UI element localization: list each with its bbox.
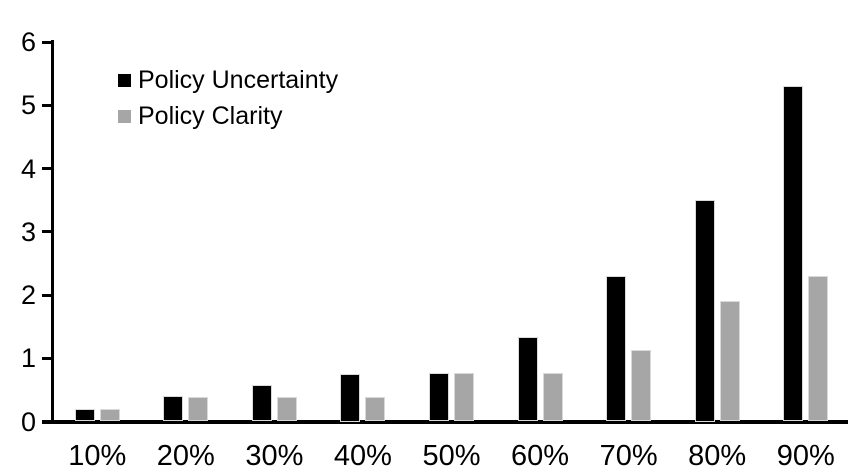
bar-policy-clarity-60 — [542, 372, 563, 422]
x-tick-label-60: 60% — [511, 440, 570, 472]
x-tick-label-80: 80% — [688, 440, 747, 472]
x-tick-label-40: 40% — [333, 440, 392, 472]
y-tick-mark-3 — [42, 230, 51, 234]
bar-policy-uncertainty-50 — [429, 372, 449, 422]
policy-clarity-swatch-icon — [118, 109, 131, 123]
y-tick-label-4: 4 — [20, 153, 36, 184]
y-tick-label-5: 5 — [20, 90, 36, 121]
y-tick-mark-1 — [42, 356, 51, 360]
y-tick-mark-5 — [42, 103, 51, 107]
legend-item-policy-clarity: Policy Clarity — [118, 101, 338, 131]
bar-policy-clarity-70 — [631, 350, 652, 422]
bar-policy-clarity-50 — [454, 372, 474, 422]
bar-policy-uncertainty-90 — [783, 86, 804, 422]
bar-policy-clarity-80 — [719, 301, 740, 422]
bar-policy-clarity-40 — [365, 397, 386, 422]
legend-label-policy-clarity: Policy Clarity — [138, 101, 283, 130]
bar-policy-uncertainty-10 — [74, 408, 95, 422]
y-tick-mark-4 — [42, 167, 51, 170]
y-tick-label-3: 3 — [20, 216, 36, 247]
policy-uncertainty-swatch-icon — [118, 73, 131, 87]
y-tick-label-2: 2 — [20, 280, 36, 310]
legend-label-policy-uncertainty: Policy Uncertainty — [138, 65, 339, 94]
x-tick-label-70: 70% — [599, 440, 658, 472]
x-tick-label-30: 30% — [245, 440, 304, 472]
y-tick-mark-2 — [42, 293, 51, 297]
bar-policy-uncertainty-70 — [606, 276, 627, 422]
bar-policy-uncertainty-20 — [163, 396, 184, 422]
y-tick-label-0: 0 — [20, 406, 36, 437]
x-tick-label-20: 20% — [156, 440, 215, 472]
x-tick-label-50: 50% — [422, 440, 481, 472]
x-axis — [42, 420, 848, 424]
bar-policy-uncertainty-40 — [340, 374, 361, 422]
y-tick-label-6: 6 — [20, 27, 36, 57]
bar-policy-uncertainty-80 — [694, 200, 715, 422]
y-axis — [51, 40, 54, 424]
bar-policy-uncertainty-60 — [517, 337, 538, 422]
x-tick-label-10: 10% — [68, 440, 127, 472]
bar-policy-clarity-10 — [99, 408, 120, 422]
bar-policy-clarity-20 — [188, 397, 209, 422]
x-tick-label-90: 90% — [776, 440, 835, 472]
legend: Policy Uncertainty Policy Clarity — [118, 65, 338, 137]
y-tick-label-1: 1 — [20, 343, 36, 374]
legend-item-policy-uncertainty: Policy Uncertainty — [118, 65, 338, 95]
y-tick-mark-0 — [42, 420, 51, 423]
bar-policy-uncertainty-30 — [251, 385, 272, 422]
bar-policy-clarity-30 — [276, 397, 297, 422]
y-tick-mark-6 — [42, 40, 51, 44]
bar-policy-clarity-90 — [808, 276, 829, 422]
